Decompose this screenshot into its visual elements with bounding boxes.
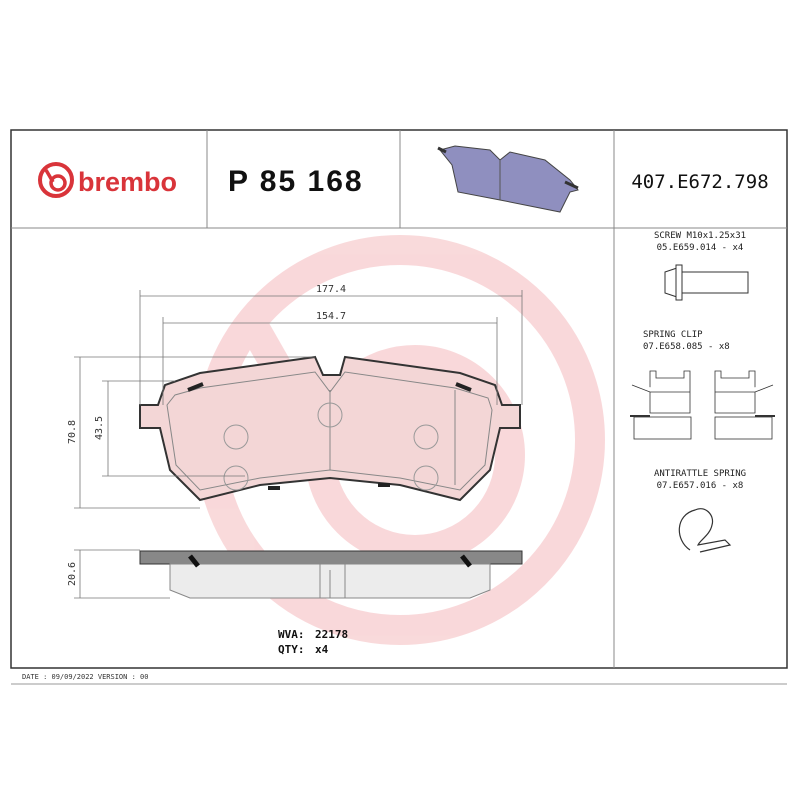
pad-side-view (139, 550, 523, 599)
screw-code: 05.E659.014 - x4 (657, 243, 744, 253)
spring-clip-icon (630, 370, 775, 440)
date-version: DATE : 09/09/2022 VERSION : 00 (22, 673, 148, 681)
screw-icon (664, 264, 749, 301)
dim-height-outer: 70.8 (67, 420, 78, 444)
antirattle-spring-name: ANTIRATTLE SPRING (654, 469, 746, 479)
frame (10, 129, 788, 685)
antirattle-spring-icon (678, 508, 732, 553)
dim-height-inner: 43.5 (94, 416, 105, 440)
wva-label: WVA: (278, 628, 305, 641)
antirattle-spring-code: 07.E657.016 - x8 (657, 481, 744, 491)
brembo-logo: brembo (38, 162, 177, 198)
qty-value: x4 (315, 643, 329, 656)
part-number: P 85 168 (228, 165, 364, 198)
reference-code: 407.E672.798 (631, 171, 768, 193)
pad-front-view (139, 355, 521, 502)
brake-pad-thumbnail (437, 145, 579, 213)
dim-width-inner: 154.7 (316, 311, 346, 322)
brand-name: brembo (78, 167, 177, 197)
spring-clip-code: 07.E658.085 - x8 (643, 342, 730, 352)
screw-name: SCREW M10x1.25x31 (654, 231, 746, 241)
dim-thickness: 20.6 (67, 562, 78, 586)
dim-width-outer: 177.4 (316, 284, 346, 295)
dimensions (74, 290, 523, 599)
spring-clip-name: SPRING CLIP (643, 330, 703, 340)
qty-label: QTY: (278, 643, 305, 656)
wva-value: 22178 (315, 628, 348, 641)
